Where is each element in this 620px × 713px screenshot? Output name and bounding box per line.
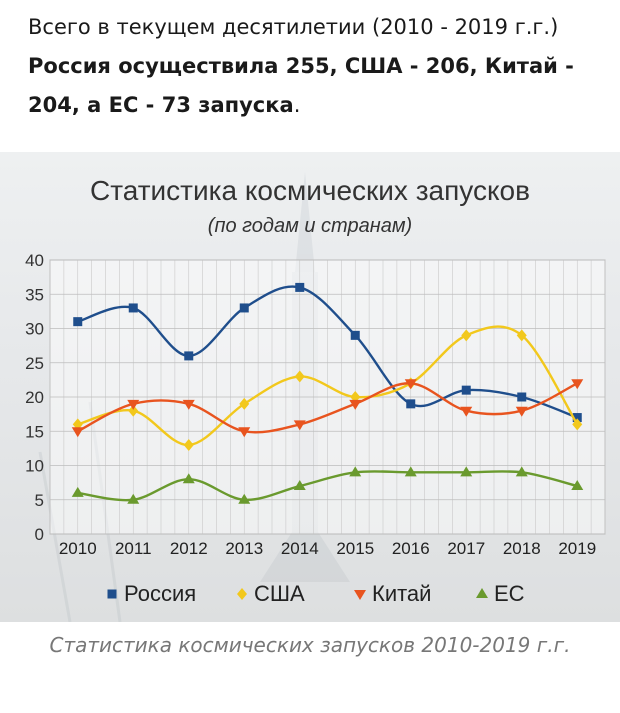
data-point [350,330,360,340]
legend-label: ЕС [494,581,525,606]
x-tick-label: 2015 [336,539,374,558]
data-point [460,466,473,477]
series-line [77,285,578,419]
data-point [128,303,138,313]
intro-text: Всего в текущем десятилетии (2010 - 2019… [28,8,598,125]
data-point [404,466,417,477]
x-tick-label: 2019 [558,539,596,558]
data-point [517,392,527,402]
intro-text-bold: Россия осуществила 255, США - 206, Китай… [28,54,574,117]
data-point [571,379,584,390]
x-tick-label: 2018 [503,539,541,558]
data-point [128,404,139,417]
data-point [127,493,140,504]
chart-legend: Россия США Китай ЕС [107,581,525,606]
x-tick-label: 2016 [392,539,430,558]
data-point [294,370,305,383]
series-2 [72,325,583,451]
data-point [349,466,362,477]
data-point [238,493,251,504]
data-point [71,486,84,497]
data-point [293,420,306,431]
y-tick-label: 25 [25,354,44,373]
data-point [182,399,195,410]
data-point [295,282,305,292]
legend-marker [237,588,247,600]
chart-subtitle: (по годам и странам) [208,215,412,237]
x-tick-label: 2017 [447,539,485,558]
y-tick-label: 15 [25,422,44,441]
data-point [183,438,194,451]
data-point [73,317,83,327]
data-point [239,303,249,313]
y-tick-label: 0 [35,525,44,544]
legend-item: США [237,581,305,606]
y-tick-label: 10 [25,457,44,476]
x-tick-label: 2011 [115,539,152,558]
data-point [572,418,583,431]
data-point [239,397,250,410]
data-point [293,480,306,491]
data-point [515,466,528,477]
x-tick-label: 2012 [170,539,208,558]
legend-item: ЕС [476,581,525,606]
data-point [71,427,84,438]
data-point [406,399,416,409]
x-tick-label: 2014 [281,539,319,558]
data-point [238,427,251,438]
data-point [127,399,140,410]
legend-marker [476,588,488,598]
legend-item: Россия [107,581,196,606]
legend-marker [354,590,366,600]
legend-label: США [254,581,305,606]
series-line [77,325,579,447]
legend-label: Россия [124,581,196,606]
y-tick-label: 35 [25,285,44,304]
legend-marker [107,589,117,599]
data-point [184,351,194,361]
figure-caption: Статистика космических запусков 2010-201… [49,633,571,657]
y-axis: 0 5 10 15 20 25 30 35 40 [25,251,44,544]
y-tick-label: 40 [25,251,44,270]
x-axis: 2010 2011 2012 2013 2014 2015 2016 2017 2018 2019 [59,539,596,558]
launch-stats-chart: Статистика космических запусков (по года… [25,172,606,622]
data-point [571,480,584,491]
data-point [572,413,582,423]
data-point [461,329,472,342]
y-tick-label: 20 [25,388,44,407]
series-4 [71,466,584,504]
data-point [515,406,528,417]
chart-title: Статистика космических запусков [90,175,530,206]
series-line [77,470,578,502]
data-point [349,399,362,410]
data-point [404,379,417,390]
chart-grid [49,259,606,535]
x-tick-label: 2013 [225,539,263,558]
series-line [77,382,578,434]
legend-label: Китай [372,581,431,606]
data-point [461,385,471,395]
data-point [182,473,195,484]
intro-text-plain: Всего в текущем десятилетии (2010 - 2019… [28,15,559,39]
y-tick-label: 30 [25,320,44,339]
data-point [516,329,527,342]
series-3 [71,379,584,438]
y-tick-label: 5 [35,491,44,510]
intro-text-end: . [293,93,301,117]
chart-series [71,282,584,504]
chart-figure: Статистика космических запусков (по года… [0,152,620,622]
legend-item: Китай [354,581,431,606]
data-point [460,406,473,417]
series-1 [73,282,582,423]
x-tick-label: 2010 [59,539,97,558]
